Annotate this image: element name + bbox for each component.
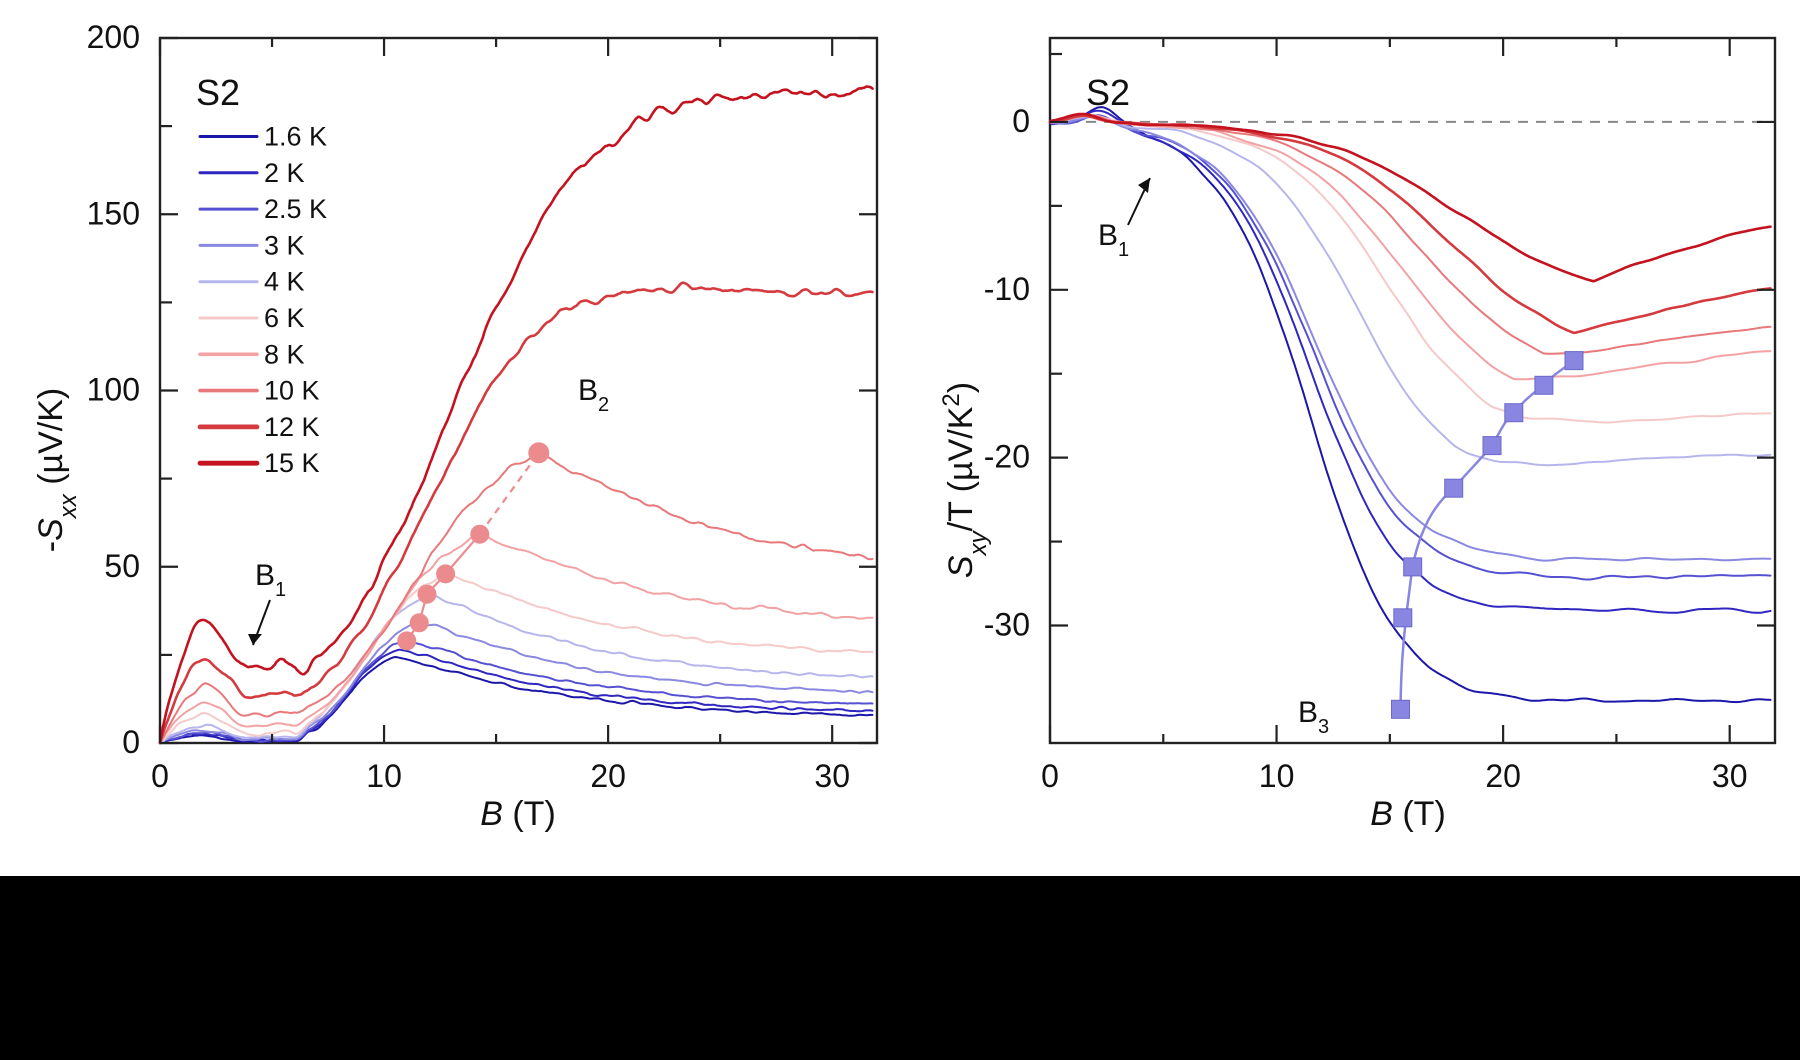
svg-text:200: 200	[87, 19, 140, 55]
svg-text:12 K: 12 K	[264, 412, 320, 442]
svg-text:100: 100	[87, 372, 140, 408]
svg-text:S2: S2	[196, 72, 240, 113]
svg-text:20: 20	[590, 758, 626, 794]
svg-text:S2: S2	[1086, 72, 1130, 113]
svg-text:30: 30	[1712, 758, 1748, 794]
svg-text:2.5 K: 2.5 K	[264, 194, 327, 224]
svg-text:4 K: 4 K	[264, 267, 305, 297]
svg-text:10 K: 10 K	[264, 376, 320, 406]
svg-text:0: 0	[151, 758, 169, 794]
svg-text:0: 0	[1041, 758, 1059, 794]
svg-text:3 K: 3 K	[264, 230, 305, 260]
svg-text:10: 10	[1259, 758, 1295, 794]
svg-text:-30: -30	[984, 607, 1030, 643]
svg-text:10: 10	[366, 758, 402, 794]
svg-text:0: 0	[1012, 103, 1030, 139]
svg-text:B (T): B (T)	[480, 795, 556, 833]
svg-text:6 K: 6 K	[264, 303, 305, 333]
svg-text:150: 150	[87, 195, 140, 231]
svg-text:30: 30	[814, 758, 850, 794]
svg-text:-20: -20	[984, 439, 1030, 475]
svg-text:2 K: 2 K	[264, 158, 305, 188]
svg-text:15 K: 15 K	[264, 448, 320, 478]
svg-text:1.6 K: 1.6 K	[264, 122, 327, 152]
svg-text:-10: -10	[984, 271, 1030, 307]
svg-text:0: 0	[122, 724, 140, 760]
svg-text:20: 20	[1485, 758, 1521, 794]
svg-text:B (T): B (T)	[1370, 795, 1446, 833]
svg-text:50: 50	[104, 548, 140, 584]
svg-text:8 K: 8 K	[264, 339, 305, 369]
